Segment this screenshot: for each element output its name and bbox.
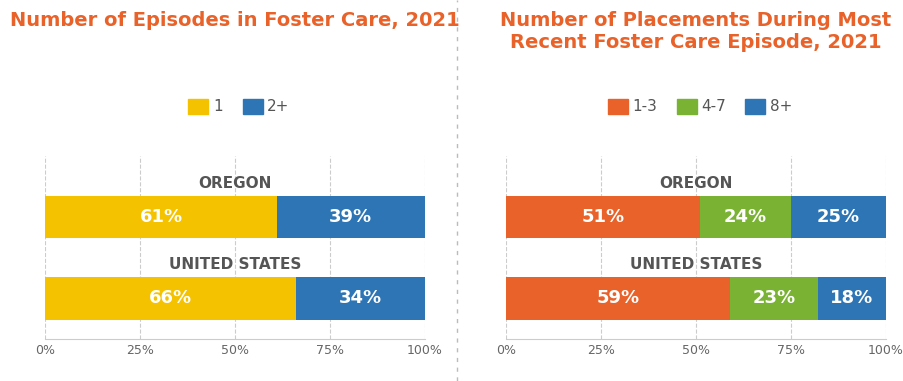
Bar — [45, 196, 276, 238]
Text: UNITED STATES: UNITED STATES — [169, 258, 301, 272]
Bar — [45, 277, 295, 320]
Text: 4-7: 4-7 — [701, 99, 725, 114]
Text: 1-3: 1-3 — [632, 99, 656, 114]
Text: Number of Episodes in Foster Care, 2021: Number of Episodes in Foster Care, 2021 — [10, 11, 460, 30]
Bar — [295, 277, 424, 320]
Bar — [276, 196, 424, 238]
Text: 61%: 61% — [139, 208, 182, 226]
Bar — [506, 196, 699, 238]
Text: OREGON: OREGON — [198, 176, 272, 191]
Text: 1: 1 — [213, 99, 222, 114]
Text: 25%: 25% — [816, 208, 859, 226]
Text: 8+: 8+ — [769, 99, 791, 114]
Text: 24%: 24% — [723, 208, 766, 226]
Text: 39%: 39% — [329, 208, 372, 226]
Text: 23%: 23% — [751, 290, 795, 307]
Bar — [816, 277, 885, 320]
Text: 66%: 66% — [149, 290, 191, 307]
Text: 34%: 34% — [339, 290, 381, 307]
Text: 59%: 59% — [596, 290, 639, 307]
Bar — [506, 277, 730, 320]
Text: OREGON: OREGON — [658, 176, 732, 191]
Text: 51%: 51% — [581, 208, 624, 226]
Bar — [790, 196, 885, 238]
Bar — [699, 196, 790, 238]
Text: 18%: 18% — [829, 290, 872, 307]
Text: UNITED STATES: UNITED STATES — [629, 258, 761, 272]
Bar — [730, 277, 816, 320]
Text: Number of Placements During Most
Recent Foster Care Episode, 2021: Number of Placements During Most Recent … — [500, 11, 890, 53]
Text: 2+: 2+ — [267, 99, 289, 114]
